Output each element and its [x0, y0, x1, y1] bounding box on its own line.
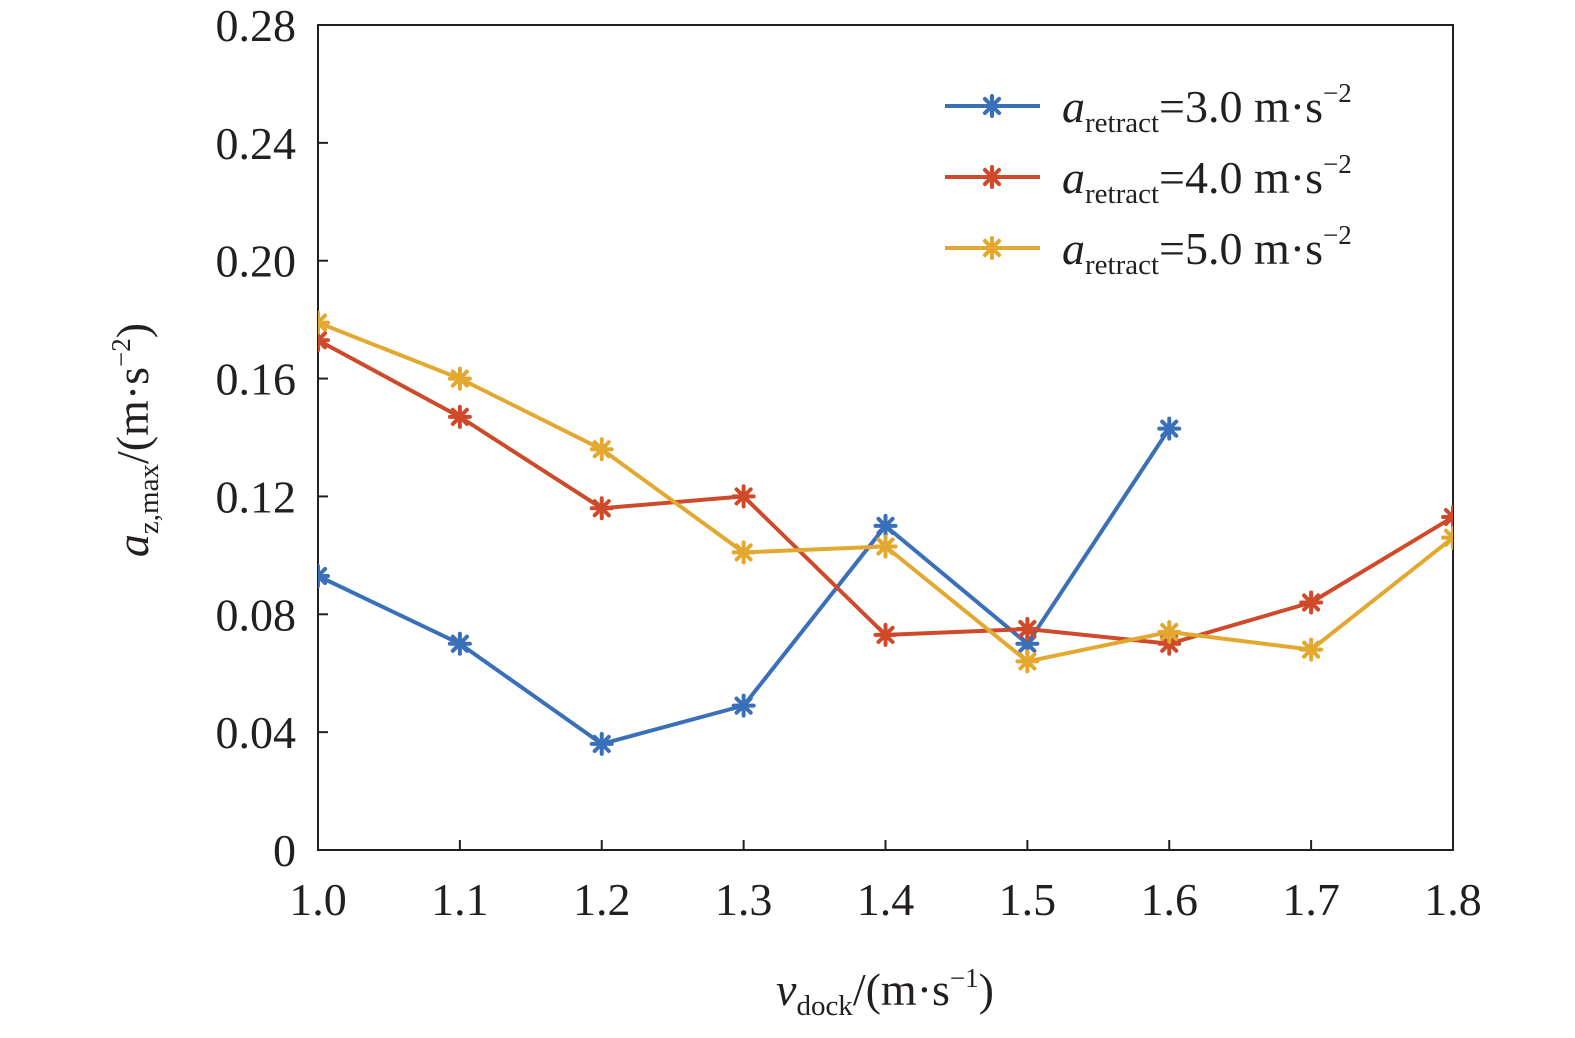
data-point [447, 366, 472, 391]
legend-item-3: aretract=5.0 m·s−2 [945, 220, 1352, 281]
data-point [1299, 590, 1324, 615]
data-point [1157, 619, 1182, 644]
point-stroke [982, 96, 1002, 116]
point-stroke [1160, 622, 1179, 642]
data-point [873, 513, 898, 538]
point-stroke [318, 566, 328, 579]
point-stroke [1302, 593, 1321, 612]
point-stroke [734, 487, 753, 506]
series-layer [318, 310, 1453, 756]
series-2 [318, 328, 1453, 656]
data-point [318, 563, 330, 588]
data-point [980, 94, 1004, 118]
data-point [1441, 505, 1453, 530]
y-axis: 0 0.04 0.08 0.12 0.16 0.20 0.24 0.28 [216, 0, 328, 876]
data-point [1015, 649, 1040, 674]
series-line [318, 338, 1453, 646]
data-point [447, 404, 472, 429]
point-stroke [450, 407, 469, 426]
data-point [1015, 617, 1040, 642]
legend-item-2: aretract=4.0 m·s−2 [945, 149, 1352, 210]
x-tick-label: 1.0 [289, 874, 347, 925]
point-stroke [1018, 619, 1037, 639]
point-stroke [450, 369, 469, 388]
y-tick-label: 0.28 [216, 0, 297, 51]
legend-item-1: aretract=3.0 m·s−2 [945, 78, 1352, 139]
point-stroke [318, 331, 328, 344]
x-tick-label: 1.3 [715, 874, 773, 925]
x-tick-label: 1.6 [1141, 874, 1199, 925]
x-tick-label: 1.8 [1424, 874, 1482, 925]
point-stroke [734, 696, 753, 715]
x-tick-label: 1.4 [857, 874, 915, 925]
x-tick-label: 1.5 [999, 874, 1057, 925]
point-stroke [1443, 514, 1453, 527]
point-stroke [318, 313, 328, 326]
point-stroke [734, 543, 753, 562]
x-tick-label: 1.7 [1282, 874, 1340, 925]
legend-label: aretract=5.0 m·s−2 [1062, 220, 1352, 281]
legend: aretract=3.0 m·s−2 aretract=4.0 m·s−2 aret… [945, 78, 1352, 281]
y-tick-label: 0.12 [216, 471, 297, 522]
data-point [318, 328, 330, 353]
point-stroke [1160, 419, 1179, 438]
x-tick-label: 1.2 [573, 874, 631, 925]
point-stroke [982, 238, 1002, 258]
data-point [873, 622, 898, 647]
point-stroke [982, 167, 1002, 187]
data-point [980, 236, 1004, 260]
point-stroke [592, 499, 611, 518]
point-stroke [318, 319, 328, 332]
data-point [731, 693, 756, 718]
data-point [447, 631, 472, 656]
data-point [1441, 525, 1453, 550]
point-stroke [450, 634, 469, 653]
data-point [589, 437, 614, 462]
y-tick-label: 0.04 [216, 707, 297, 758]
point-stroke [318, 573, 328, 586]
point-stroke [1443, 507, 1453, 520]
data-point [1157, 416, 1182, 441]
y-tick-label: 0 [273, 825, 296, 876]
y-tick-label: 0.20 [216, 236, 297, 287]
y-tick-label: 0.24 [216, 118, 297, 169]
data-point [980, 165, 1004, 189]
x-axis-title: vdock/(m·s−1) [776, 963, 994, 1022]
data-point [318, 310, 330, 335]
x-axis: 1.0 1.1 1.2 1.3 1.4 1.5 1.6 1.7 1.8 [289, 840, 1482, 925]
legend-label: aretract=4.0 m·s−2 [1062, 149, 1352, 210]
point-stroke [876, 537, 895, 556]
data-point [731, 484, 756, 509]
x-tick-label: 1.1 [431, 874, 489, 925]
series-1 [318, 416, 1182, 756]
point-stroke [592, 440, 611, 459]
data-point [873, 534, 898, 559]
point-stroke [592, 734, 611, 753]
legend-label: aretract=3.0 m·s−2 [1062, 78, 1352, 139]
point-stroke [1443, 534, 1453, 547]
point-stroke [1443, 528, 1453, 541]
point-stroke [1018, 652, 1037, 671]
y-axis-title: az,max/(m·s−2) [106, 323, 165, 557]
y-tick-label: 0.08 [216, 589, 297, 640]
data-point [589, 731, 614, 756]
series-3 [318, 310, 1453, 674]
data-point [731, 540, 756, 565]
point-stroke [1302, 640, 1321, 659]
point-stroke [876, 625, 895, 644]
point-stroke [318, 337, 328, 350]
data-point [589, 496, 614, 521]
point-stroke [876, 516, 895, 535]
y-tick-label: 0.16 [216, 354, 297, 405]
data-point [1299, 637, 1324, 662]
point-stroke [1018, 634, 1037, 653]
